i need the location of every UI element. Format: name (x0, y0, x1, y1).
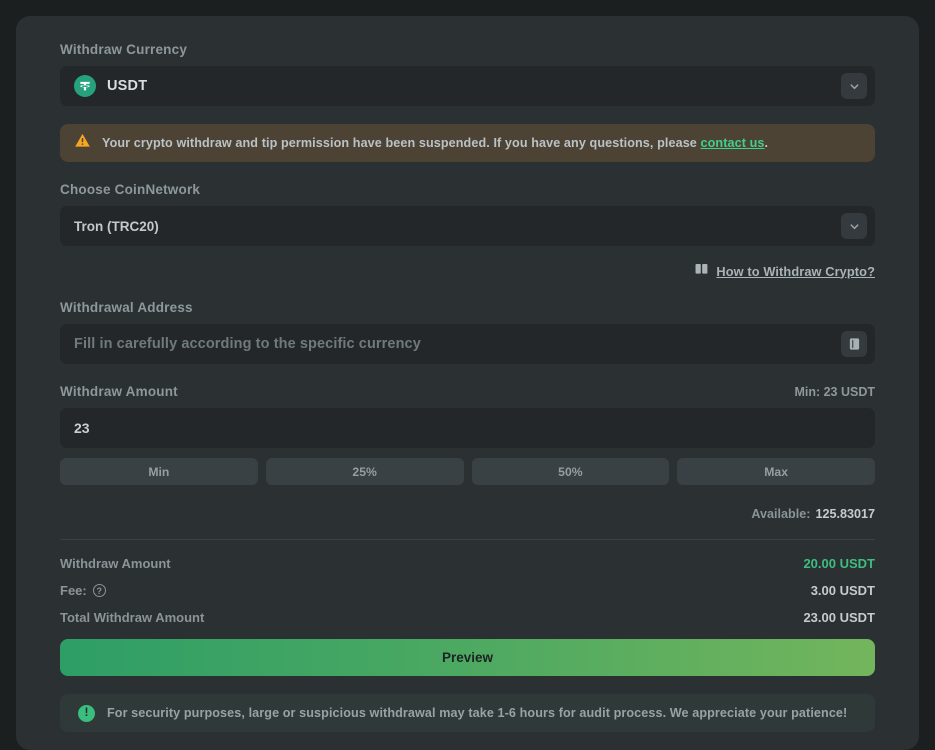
withdraw-amount-label-row: Withdraw Amount Min: 23 USDT (60, 384, 875, 399)
withdraw-currency-label: Withdraw Currency (60, 42, 188, 57)
coin-network-select[interactable]: Tron (TRC20) (60, 206, 875, 246)
amount-25-percent-button[interactable]: 25% (265, 458, 464, 485)
withdraw-amount-field[interactable]: 23 (60, 408, 875, 448)
how-to-withdraw-text: How to Withdraw Crypto? (716, 263, 875, 279)
amount-50-percent-button[interactable]: 50% (471, 458, 670, 485)
section-divider (60, 539, 875, 540)
summary-fee-label: Fee: ? (60, 583, 106, 598)
preview-button[interactable]: Preview (60, 639, 875, 676)
summary-row-total: Total Withdraw Amount 23.00 USDT (60, 610, 875, 625)
withdrawal-address-input[interactable]: Fill in carefully according to the speci… (74, 336, 421, 352)
withdraw-amount-label: Withdraw Amount (60, 384, 178, 399)
summary-total-value: 23.00 USDT (803, 610, 875, 625)
selected-network: Tron (TRC20) (74, 218, 159, 234)
chevron-down-icon[interactable] (841, 213, 867, 239)
currency-name: USDT (107, 78, 148, 94)
summary-withdraw-amount-value: 20.00 USDT (803, 556, 875, 571)
summary-row-withdraw-amount: Withdraw Amount 20.00 USDT (60, 556, 875, 571)
chevron-down-icon[interactable] (841, 73, 867, 99)
security-info-banner: ! For security purposes, large or suspic… (60, 694, 875, 732)
summary-total-label: Total Withdraw Amount (60, 610, 205, 625)
suspension-warning-banner: Your crypto withdraw and tip permission … (60, 124, 875, 162)
warning-triangle-icon (74, 132, 91, 154)
summary-row-fee: Fee: ? 3.00 USDT (60, 583, 875, 598)
book-icon (695, 262, 709, 280)
available-balance-value: 125.83017 (815, 507, 875, 521)
quick-amount-buttons: Min 25% 50% Max (60, 458, 875, 485)
warning-text: Your crypto withdraw and tip permission … (102, 136, 768, 150)
choose-network-label: Choose CoinNetwork (60, 182, 201, 197)
withdrawal-address-field[interactable]: Fill in carefully according to the speci… (60, 324, 875, 364)
how-to-withdraw-link[interactable]: How to Withdraw Crypto? (695, 262, 875, 280)
security-info-text: For security purposes, large or suspicio… (107, 706, 848, 720)
min-amount-note: Min: 23 USDT (794, 385, 875, 399)
summary-withdraw-amount-label: Withdraw Amount (60, 556, 171, 571)
warning-text-before: Your crypto withdraw and tip permission … (102, 136, 701, 150)
warning-text-after: . (764, 136, 769, 150)
withdraw-amount-input[interactable]: 23 (74, 420, 90, 436)
summary-fee-value: 3.00 USDT (810, 583, 875, 598)
question-circle-icon[interactable]: ? (92, 584, 106, 597)
amount-min-button[interactable]: Min (60, 458, 258, 485)
paste-clipboard-icon[interactable] (841, 331, 867, 357)
info-circle-icon: ! (78, 704, 95, 722)
howto-row: How to Withdraw Crypto? (60, 262, 875, 280)
withdraw-currency-select[interactable]: USDT (60, 66, 875, 106)
amount-max-button[interactable]: Max (677, 458, 875, 485)
available-balance-label: Available: (751, 507, 811, 521)
summary-fee-label-text: Fee: (60, 583, 87, 598)
withdrawal-address-label: Withdrawal Address (60, 300, 193, 315)
available-balance-row: Available: 125.83017 (60, 507, 875, 521)
selected-currency: USDT (74, 75, 841, 97)
usdt-tether-icon (74, 75, 96, 97)
contact-us-link[interactable]: contact us (700, 136, 765, 150)
withdraw-card: Withdraw Currency USDT (16, 16, 919, 750)
